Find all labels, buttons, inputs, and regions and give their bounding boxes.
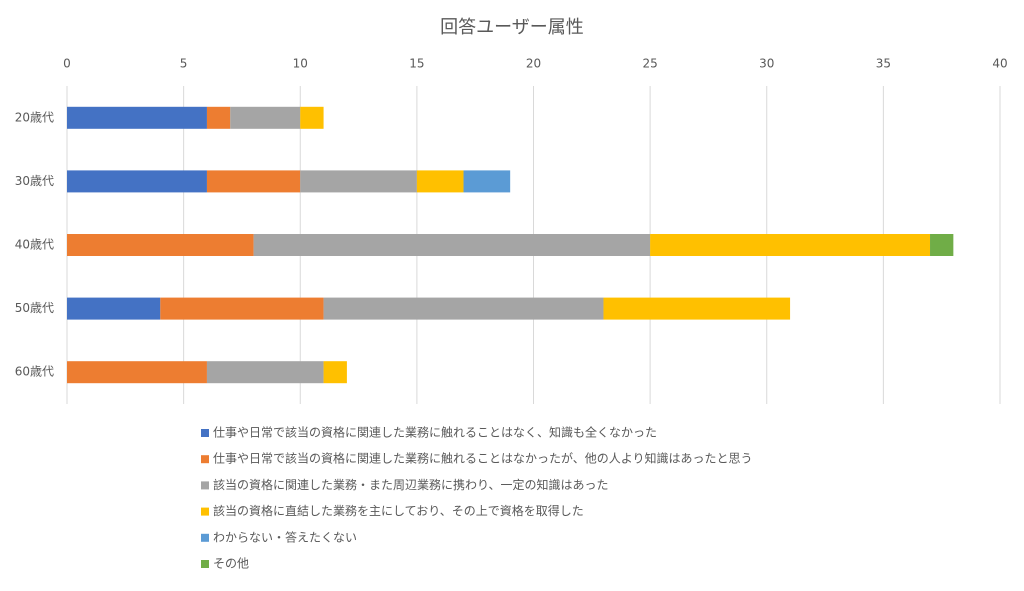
y-tick-label: 40歳代 (15, 238, 54, 252)
x-tick-label: 25 (642, 57, 657, 71)
bar-segment (300, 106, 324, 129)
y-tick-label: 20歳代 (15, 110, 54, 124)
legend-label: 該当の資格に直結した業務を主にしており、その上で資格を取得した (213, 503, 584, 518)
x-tick-label: 35 (876, 57, 891, 71)
bar-segment (206, 170, 301, 193)
legend-label: わからない・答えたくない (213, 529, 357, 544)
y-tick-label: 30歳代 (15, 174, 54, 188)
bar-segment (206, 106, 231, 129)
chart-title: 回答ユーザー属性 (440, 17, 584, 38)
x-tick-label: 30 (759, 57, 774, 71)
bar-segment (323, 361, 347, 384)
bar-segment (930, 234, 954, 256)
legend-swatch (201, 429, 209, 437)
x-tick-label: 15 (409, 57, 424, 71)
x-tick-label: 0 (63, 57, 71, 71)
bar-segment (300, 170, 417, 193)
y-tick-label: 50歳代 (15, 301, 54, 315)
x-tick-label: 10 (293, 57, 308, 71)
legend-label: その他 (213, 557, 249, 571)
bar-segment (416, 170, 464, 193)
legend-swatch (201, 507, 209, 516)
bar-segment (463, 170, 511, 193)
bar-segment (67, 297, 161, 320)
legend-swatch (201, 481, 209, 490)
bar-segment (323, 297, 604, 320)
x-tick-label: 40 (992, 57, 1007, 71)
legend-swatch (201, 560, 209, 568)
legend-label: 該当の資格に関連した業務・また周辺業務に携わり、一定の知識はあった (213, 477, 609, 492)
bar-segment (67, 170, 207, 193)
bar-segment (650, 234, 931, 256)
bar-segment (67, 106, 207, 129)
x-tick-label: 5 (180, 57, 188, 71)
y-tick-label: 60歳代 (15, 365, 54, 379)
bar-segment (67, 234, 254, 256)
bar-segment (603, 297, 791, 320)
bar-segment (67, 361, 207, 384)
x-tick-label: 20 (526, 57, 541, 71)
bar-segment (230, 106, 301, 129)
legend-label: 仕事や日常で該当の資格に関連した業務に触れることはなく、知識も全くなかった (213, 425, 657, 440)
legend-label: 仕事や日常で該当の資格に関連した業務に触れることはなかったが、他の人より知識はあ… (213, 451, 753, 466)
legend-swatch (201, 455, 209, 464)
legend-swatch (201, 533, 209, 542)
bar-segment (160, 297, 324, 320)
bar-segment (253, 234, 651, 256)
bar-segment (206, 361, 324, 384)
